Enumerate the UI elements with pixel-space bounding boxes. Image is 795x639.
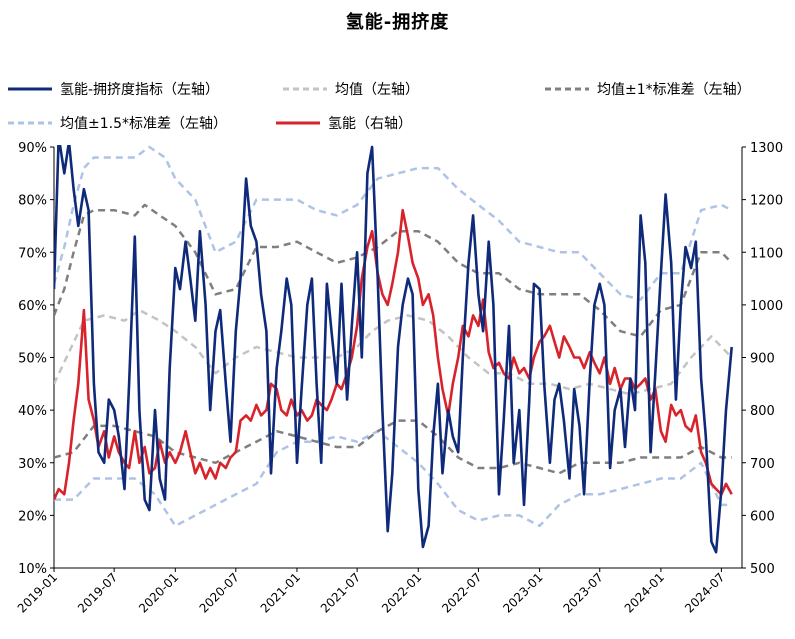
y-left-tick-label: 40% [18, 404, 47, 419]
legend-item-mean: 均值（左轴） [283, 79, 419, 99]
y-left-tick-label: 10% [18, 562, 47, 577]
x-tick-label: 2023-07 [561, 570, 606, 615]
legend-label-mean: 均值（左轴） [335, 82, 419, 98]
chart-title: 氢能-拥挤度 [345, 12, 450, 33]
x-tick-label: 2022-01 [379, 570, 424, 615]
x-tick-label: 2023-01 [500, 570, 545, 615]
legend-swatch-std15 [8, 121, 52, 125]
y-right-tick-label: 1100 [750, 246, 783, 261]
y-right-tick-label: 800 [750, 404, 775, 419]
y-left-tick-label: 90% [18, 141, 47, 156]
y-right-tick-label: 1300 [750, 141, 783, 156]
y-right-tick-label: 1000 [750, 299, 783, 314]
x-tick-label: 2021-07 [318, 570, 363, 615]
x-tick-label: 2020-07 [197, 570, 242, 615]
y-left-tick-label: 20% [18, 509, 47, 524]
legend-swatch-crowding [8, 87, 52, 91]
x-tick-label: 2022-07 [439, 570, 484, 615]
legend-item-std15: 均值±1.5*标准差（左轴） [8, 113, 227, 133]
y-left-tick-label: 50% [18, 352, 47, 367]
legend-label-crowding: 氢能-拥挤度指标（左轴） [60, 82, 220, 98]
series-line-2 [54, 203, 733, 338]
y-right-tick-label: 500 [750, 562, 775, 577]
y-left-tick-label: 70% [18, 246, 47, 261]
x-tick-label: 2019-07 [75, 570, 120, 615]
series-line-4 [54, 145, 733, 301]
legend-item-std1: 均值±1*标准差（左轴） [545, 79, 751, 99]
x-tick-label: 2024-07 [682, 570, 727, 615]
series-line-5 [54, 429, 732, 528]
legend-item-crowding: 氢能-拥挤度指标（左轴） [8, 79, 219, 99]
legend-item-hydrogen: 氢能（右轴） [276, 113, 412, 133]
y-right-tick-label: 900 [750, 352, 775, 367]
x-tick-label: 2024-01 [622, 570, 667, 615]
y-right-tick-label: 700 [750, 457, 775, 472]
series-line-0 [54, 145, 733, 554]
legend-label-std15: 均值±1.5*标准差（左轴） [60, 116, 227, 132]
legend-swatch-mean [283, 87, 327, 91]
legend-swatch-hydrogen [276, 121, 320, 125]
legend-swatch-std1 [545, 87, 589, 91]
y-right-tick-label: 600 [750, 509, 775, 524]
y-left-tick-label: 30% [18, 457, 47, 472]
y-left-tick-label: 80% [18, 194, 47, 209]
x-tick-label: 2021-01 [258, 570, 303, 615]
series-line-3 [54, 419, 732, 475]
legend-label-hydrogen: 氢能（右轴） [328, 116, 412, 132]
x-tick-label: 2019-01 [15, 570, 60, 615]
series-line-1 [54, 308, 733, 396]
legend-label-std1: 均值±1*标准差（左轴） [597, 82, 751, 98]
y-left-tick-label: 60% [18, 299, 47, 314]
y-right-tick-label: 1200 [750, 194, 783, 209]
x-tick-label: 2020-01 [136, 570, 181, 615]
